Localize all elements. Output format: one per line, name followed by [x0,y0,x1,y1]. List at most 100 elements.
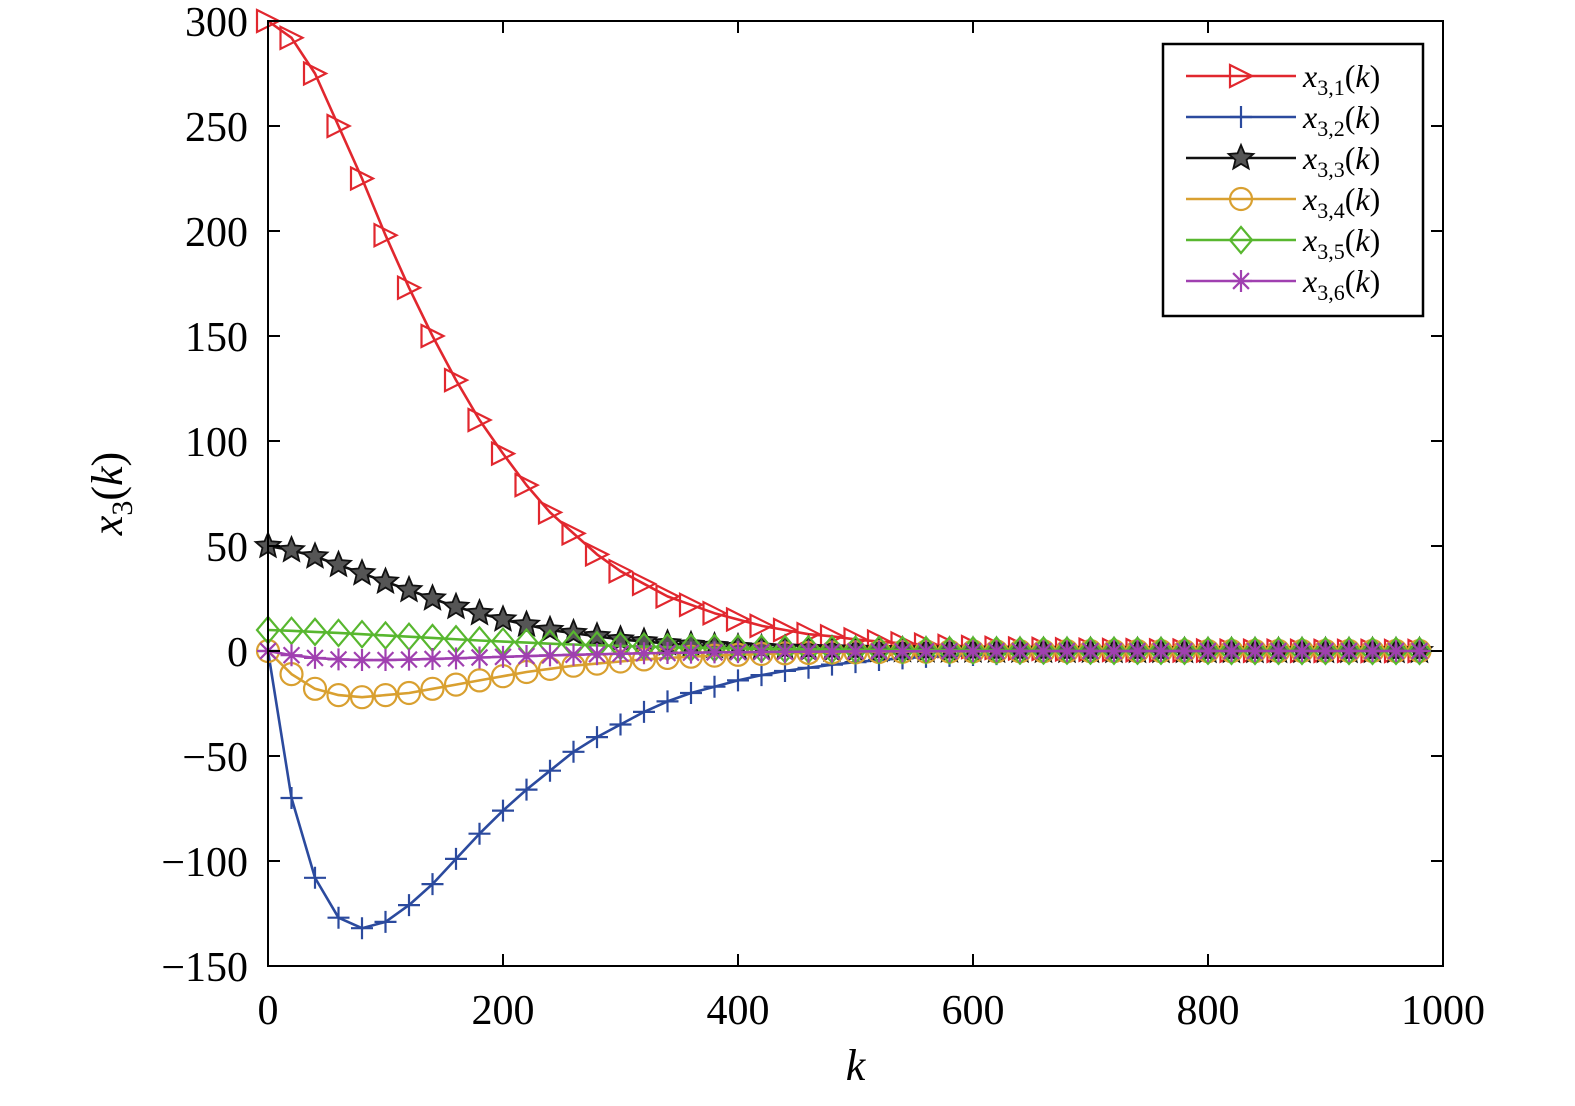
series-3-2-point [539,759,561,782]
series-3-6-point [1361,640,1384,662]
series-3-5-point [960,635,986,666]
legend-item-3-6-label: x3,6(k) [1302,263,1380,305]
y-tick-label: 250 [185,105,248,151]
legend-item-3-1-label: x3,1(k) [1302,58,1380,100]
series-3-2-point [468,822,491,845]
y-tick-label: −150 [161,945,248,991]
series-3-5-point [1172,636,1197,666]
series-3-5-point [326,618,351,648]
series-3-2-point [445,847,467,870]
series-3-5-point [1148,636,1174,666]
series-3-6-point [1385,640,1407,662]
legend-label-close-paren: ) [1370,181,1381,217]
series-3-6-point [1150,640,1172,663]
series-3-6-point [562,643,585,666]
series-3-2-point [374,910,397,933]
series-3-3-point [370,566,401,595]
series-3-6-point [656,641,679,664]
series-3-6-point [1009,640,1031,663]
series-3-1-point [561,520,587,547]
series-3-5-point [1313,636,1338,666]
legend-label-base: x [1302,58,1317,94]
series-3-5-point [1242,636,1268,666]
series-3-6-point [445,647,467,670]
series-3-6-point [351,649,373,672]
series-3-5-point [1360,636,1385,666]
series-3-1-point [302,60,329,87]
series-3-5-point [1219,636,1244,666]
y-tick-label: −50 [182,735,248,781]
legend-label-sub: 3,3 [1317,157,1345,182]
legend-label-close-paren: ) [1370,58,1381,94]
x-tick-label: 1000 [1401,988,1485,1034]
series-3-5-point [1266,636,1291,666]
series-3-1-point [396,274,423,301]
series-3-6-point [797,640,820,663]
series-3-3-point [276,534,307,563]
legend-label-base: x [1302,140,1317,176]
series-3-6-point [398,648,420,671]
x-tick-label: 0 [258,988,279,1034]
series-3-6-point [844,640,867,663]
y-axis-title-base: x [83,515,132,536]
legend-item-3-2-label: x3,2(k) [1302,99,1380,141]
legend-item-3-5: x3,5(k) [1186,222,1380,264]
legend-label-sub: 3,5 [1317,239,1345,264]
legend-label-base: x [1302,263,1317,299]
series-3-2-point [421,873,444,896]
legend-label-close-paren: ) [1370,263,1381,299]
series-3-1-point [420,323,446,349]
series-3-2-point [656,690,679,713]
x-tick-label: 800 [1177,988,1240,1034]
legend-label-close-paren: ) [1370,99,1381,135]
series-3-3-point [394,574,424,603]
series-3-1-point [443,367,470,393]
legend: x3,1(k)x3,2(k)x3,3(k)x3,4(k)x3,5(k)x3,6(… [1161,42,1425,318]
series-3-2-point [398,894,420,917]
series-3-4-point [420,676,445,701]
series-3-6-point [962,640,984,663]
series-3-2-point [633,700,655,723]
series-3-4-point [467,668,492,693]
series-3-5-point [1383,636,1409,666]
series-3-5-point [866,635,892,665]
series-3-5-point [1289,636,1315,666]
series-3-6-point [492,645,514,668]
series-3-6-point [1244,640,1266,662]
legend-item-3-3-label: x3,3(k) [1302,140,1380,182]
series-3-6-point [1291,640,1313,662]
legend-label-arg: k [1355,140,1370,176]
series-3-5-point [1031,635,1056,666]
series-3-6-point [1220,640,1243,662]
series-3-1-point [749,613,775,639]
series-3-3-point [300,541,330,569]
series-3-2-point [327,906,350,929]
series-3-2-point [515,778,538,801]
y-tick-label: 50 [206,525,248,571]
series-3-5-point [1078,636,1103,666]
series-3-6-point [1032,640,1055,663]
series-3-3-point [417,583,448,611]
legend-item-3-5-label: x3,5(k) [1302,222,1380,264]
series-3-1-point [279,25,305,51]
series-3-2-point [680,682,702,704]
series-3-6-point [985,640,1008,663]
series-3-1-point [490,440,517,467]
legend-item-3-2-marker [1230,106,1252,128]
series-3-6-point [1267,640,1290,662]
series-3-1-point [467,407,493,433]
series-3-1-point [655,583,681,610]
legend-item-3-3: x3,3(k) [1186,140,1380,182]
series-3-1-point [373,222,399,248]
series-3-6-point [633,642,655,665]
legend-label-sub: 3,6 [1317,280,1345,305]
legend-label-sub: 3,2 [1317,116,1345,141]
series-3-5-point [913,635,939,665]
legend-label-arg: k [1355,181,1370,217]
legend-label-sub: 3,4 [1317,198,1345,223]
series-3-4-point [443,672,469,697]
legend-label-base: x [1302,181,1317,217]
legend-box [1161,42,1425,318]
legend-label-open-paren: ( [1345,263,1356,299]
series-3-3-point [488,604,518,632]
